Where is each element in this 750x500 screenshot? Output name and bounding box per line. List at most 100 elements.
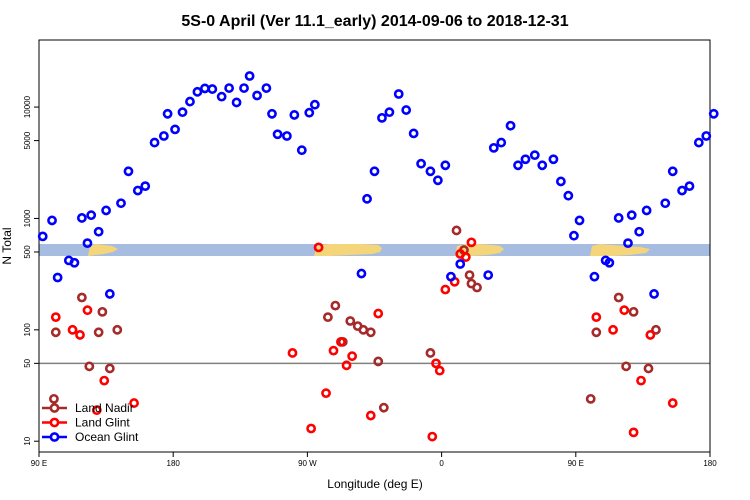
data-point	[75, 330, 85, 340]
data-point	[69, 257, 80, 268]
data-point	[231, 97, 242, 108]
data-point	[589, 271, 600, 282]
data-point	[464, 270, 475, 280]
data-point	[613, 213, 624, 223]
data-point	[708, 108, 719, 119]
data-point	[440, 160, 451, 171]
axes: 90 E 180 90 W 0 90 E 180 10 50 100 500 1000 5000 100…	[23, 95, 717, 468]
data-point	[667, 166, 678, 177]
y-tick-label: 50	[23, 358, 32, 367]
y-tick-label: 10000	[23, 95, 32, 118]
x-tick-label: 90 E	[31, 459, 47, 468]
series-land-glint	[50, 237, 678, 442]
x-tick-label: 90 W	[298, 459, 317, 468]
data-point	[185, 96, 195, 107]
y-tick-label: 500	[23, 245, 32, 259]
data-point	[416, 158, 426, 169]
data-point	[384, 107, 395, 118]
data-point	[529, 150, 540, 161]
series-ocean-glint	[37, 71, 719, 299]
legend-marker	[49, 403, 60, 413]
legend-marker	[49, 417, 60, 428]
data-point	[162, 108, 173, 119]
data-point	[460, 252, 471, 262]
data-point	[356, 268, 367, 279]
data-point	[347, 351, 358, 362]
data-point	[520, 154, 531, 165]
data-point	[408, 128, 419, 139]
data-point	[199, 83, 210, 94]
y-tick-label: 100	[23, 323, 32, 337]
data-point	[466, 237, 477, 248]
data-point	[701, 131, 712, 141]
x-tick-label: 180	[167, 459, 181, 468]
data-point	[358, 324, 369, 335]
data-point	[431, 358, 441, 369]
data-point	[123, 166, 134, 177]
data-point	[129, 398, 139, 408]
data-point	[636, 375, 646, 386]
data-point	[626, 210, 637, 221]
data-point	[50, 327, 61, 338]
data-point	[37, 231, 48, 242]
data-point	[432, 175, 443, 186]
data-point	[67, 324, 78, 335]
data-point	[345, 316, 356, 326]
data-point	[93, 327, 104, 338]
data-point	[97, 306, 108, 317]
data-point	[76, 292, 87, 303]
data-point	[591, 312, 602, 323]
y-axis-label: N Total	[0, 227, 14, 264]
x-tick-label: 90 E	[568, 459, 584, 468]
data-point	[281, 131, 292, 141]
data-points	[37, 71, 719, 442]
data-point	[505, 120, 516, 131]
data-point	[116, 198, 126, 209]
legend-label: Land Glint	[75, 416, 130, 430]
data-point	[261, 83, 272, 93]
data-point	[619, 305, 630, 316]
data-point	[555, 176, 566, 187]
data-point	[84, 361, 95, 372]
y-tick-label: 5000	[23, 131, 32, 149]
data-point	[170, 124, 180, 135]
data-point	[296, 145, 307, 156]
data-point	[537, 160, 548, 171]
data-point	[425, 348, 436, 358]
data-point	[82, 238, 93, 249]
y-tick-label: 10	[23, 436, 32, 445]
data-point	[488, 142, 499, 153]
land-patch	[88, 244, 118, 256]
data-point	[207, 84, 218, 94]
data-point	[99, 375, 110, 386]
chart-title: 5S-0 April (Ver 11.1_early) 2014-09-06 t…	[181, 13, 568, 30]
legend-label: Land Nadir	[75, 401, 134, 415]
data-point	[634, 226, 645, 237]
data-point	[434, 365, 445, 376]
data-point	[483, 270, 494, 280]
data-point	[684, 181, 695, 192]
data-point	[323, 312, 333, 323]
data-point	[216, 91, 227, 102]
data-point	[341, 360, 352, 371]
data-point	[548, 154, 559, 165]
data-point	[47, 215, 57, 226]
land-ocean-band	[39, 244, 710, 256]
data-point	[378, 402, 389, 413]
data-point	[608, 324, 618, 335]
data-point	[513, 160, 523, 171]
data-point	[585, 393, 596, 404]
data-point	[313, 242, 324, 253]
data-point	[76, 213, 87, 223]
data-point	[149, 137, 160, 148]
data-point	[660, 198, 671, 209]
data-point	[252, 90, 262, 101]
data-point	[373, 308, 384, 319]
data-point	[455, 259, 466, 269]
data-point	[569, 230, 579, 241]
series-land-nadir	[49, 225, 661, 413]
data-point	[140, 181, 151, 192]
data-point	[645, 330, 656, 340]
data-point	[328, 345, 339, 356]
